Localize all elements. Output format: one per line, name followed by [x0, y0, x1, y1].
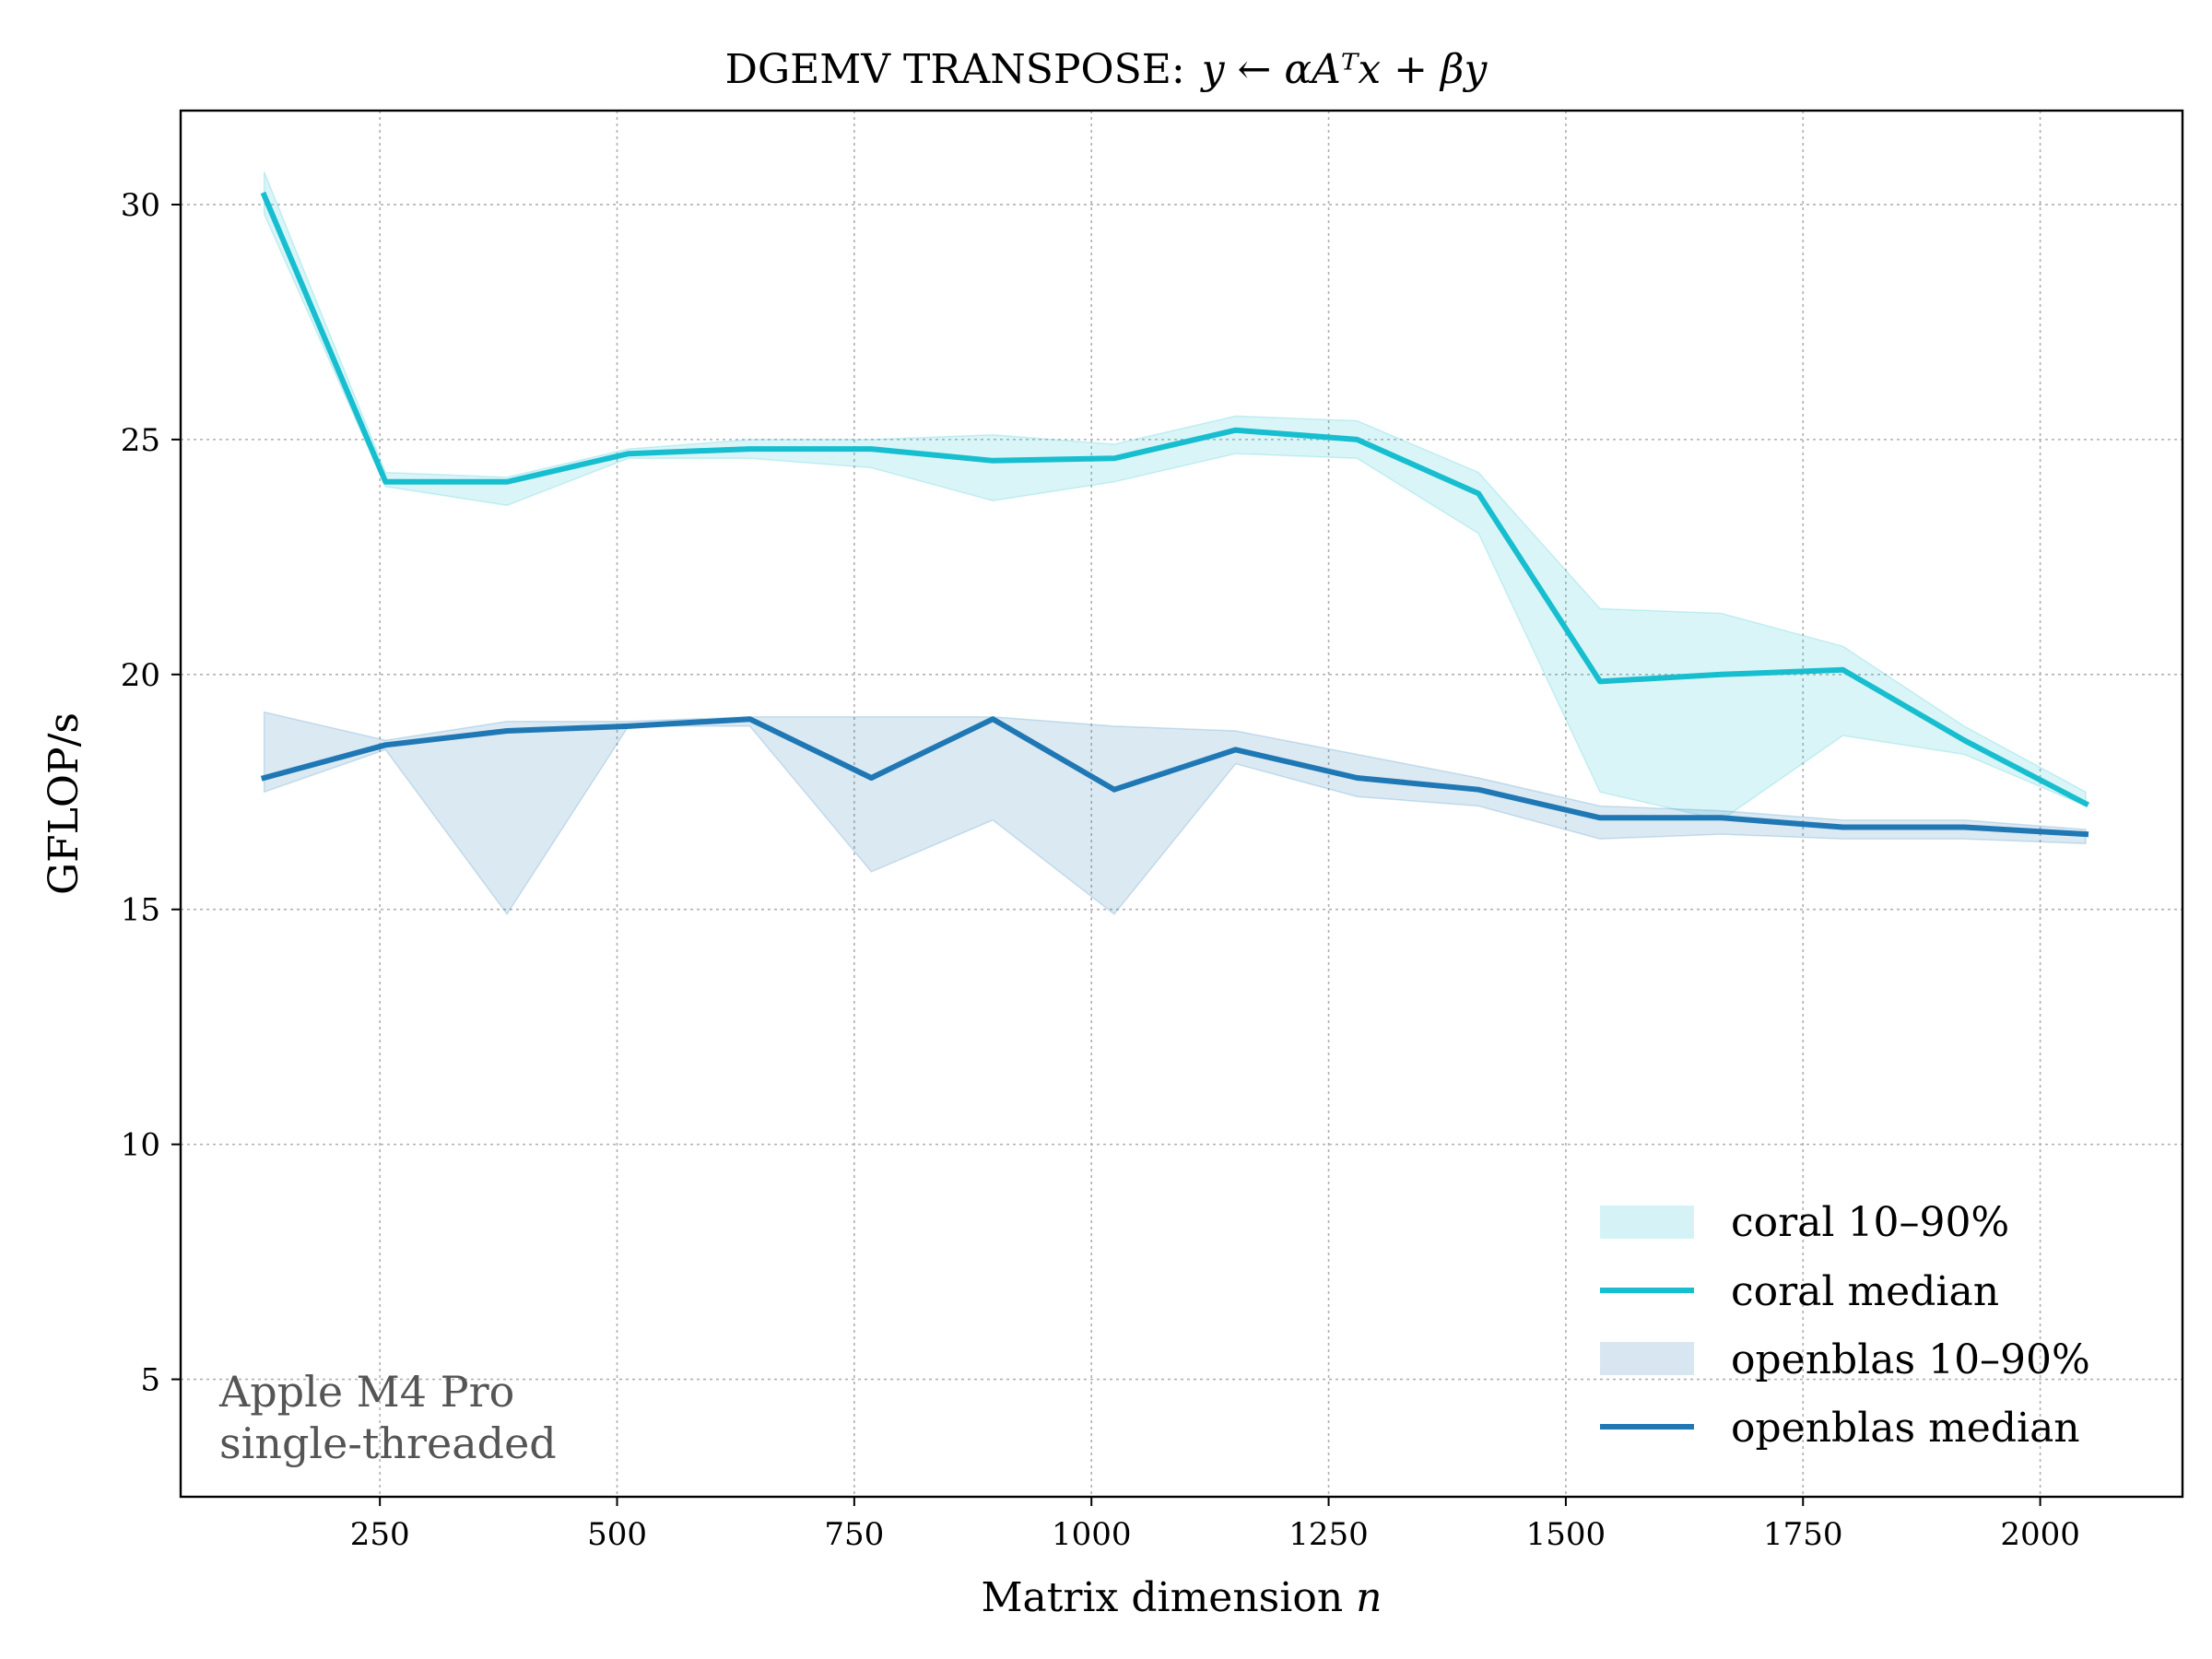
legend-label-coral-band: coral 10–90% — [1731, 1199, 2009, 1246]
x-tick-label: 1500 — [1526, 1516, 1606, 1553]
y-tick-label: 30 — [121, 187, 160, 224]
y-tick-label: 5 — [140, 1362, 160, 1399]
annotation-line-1: Apple M4 Pro — [218, 1367, 514, 1417]
y-tick-label: 20 — [121, 657, 160, 694]
x-tick-label: 2000 — [2000, 1516, 2080, 1553]
openblas-band — [263, 711, 2087, 916]
chart-title: DGEMV TRANSPOSE: y ← αAᵀx + βy — [725, 46, 1488, 93]
legend-label-openblas-band: openblas 10–90% — [1731, 1336, 2090, 1383]
x-axis-label: Matrix dimension n — [981, 1574, 1382, 1621]
annotation-line-2: single-threaded — [219, 1418, 557, 1468]
legend: coral 10–90% coral median openblas 10–90… — [1600, 1199, 2090, 1452]
openblas-median-line — [260, 716, 2089, 838]
y-tick-label: 25 — [121, 422, 160, 459]
x-axis-label-variable: n — [1356, 1574, 1382, 1621]
chart-title-text: DGEMV TRANSPOSE: — [725, 46, 1185, 93]
grid — [181, 111, 2183, 1497]
x-tick-label: 1000 — [1052, 1516, 1132, 1553]
plot-frame — [179, 109, 2184, 1499]
x-tick-label: 500 — [587, 1516, 647, 1553]
coral-median-line — [260, 191, 2090, 808]
y-tick-label: 10 — [121, 1127, 160, 1164]
legend-label-openblas-median: openblas median — [1731, 1405, 2080, 1452]
y-tick-label: 15 — [121, 892, 160, 929]
legend-swatch-openblas-band — [1600, 1342, 1694, 1375]
legend-label-coral-median: coral median — [1731, 1268, 1999, 1315]
y-axis-label: GFLOP/s — [41, 712, 88, 895]
chart-title-equation: y ← αAᵀx + βy — [1200, 46, 1488, 93]
x-tick-label: 750 — [824, 1516, 884, 1553]
x-tick-label: 1250 — [1288, 1516, 1369, 1553]
x-tick-label: 1750 — [1763, 1516, 1843, 1553]
legend-swatch-coral-band — [1600, 1206, 1694, 1239]
median-lines — [260, 191, 2090, 838]
x-axis-label-text: Matrix dimension — [981, 1574, 1343, 1621]
axis-ticks: 250 500 750 1000 1250 1500 1750 2000 5 10 15 20 25 30 — [121, 187, 2080, 1553]
x-tick-label: 250 — [350, 1516, 410, 1553]
